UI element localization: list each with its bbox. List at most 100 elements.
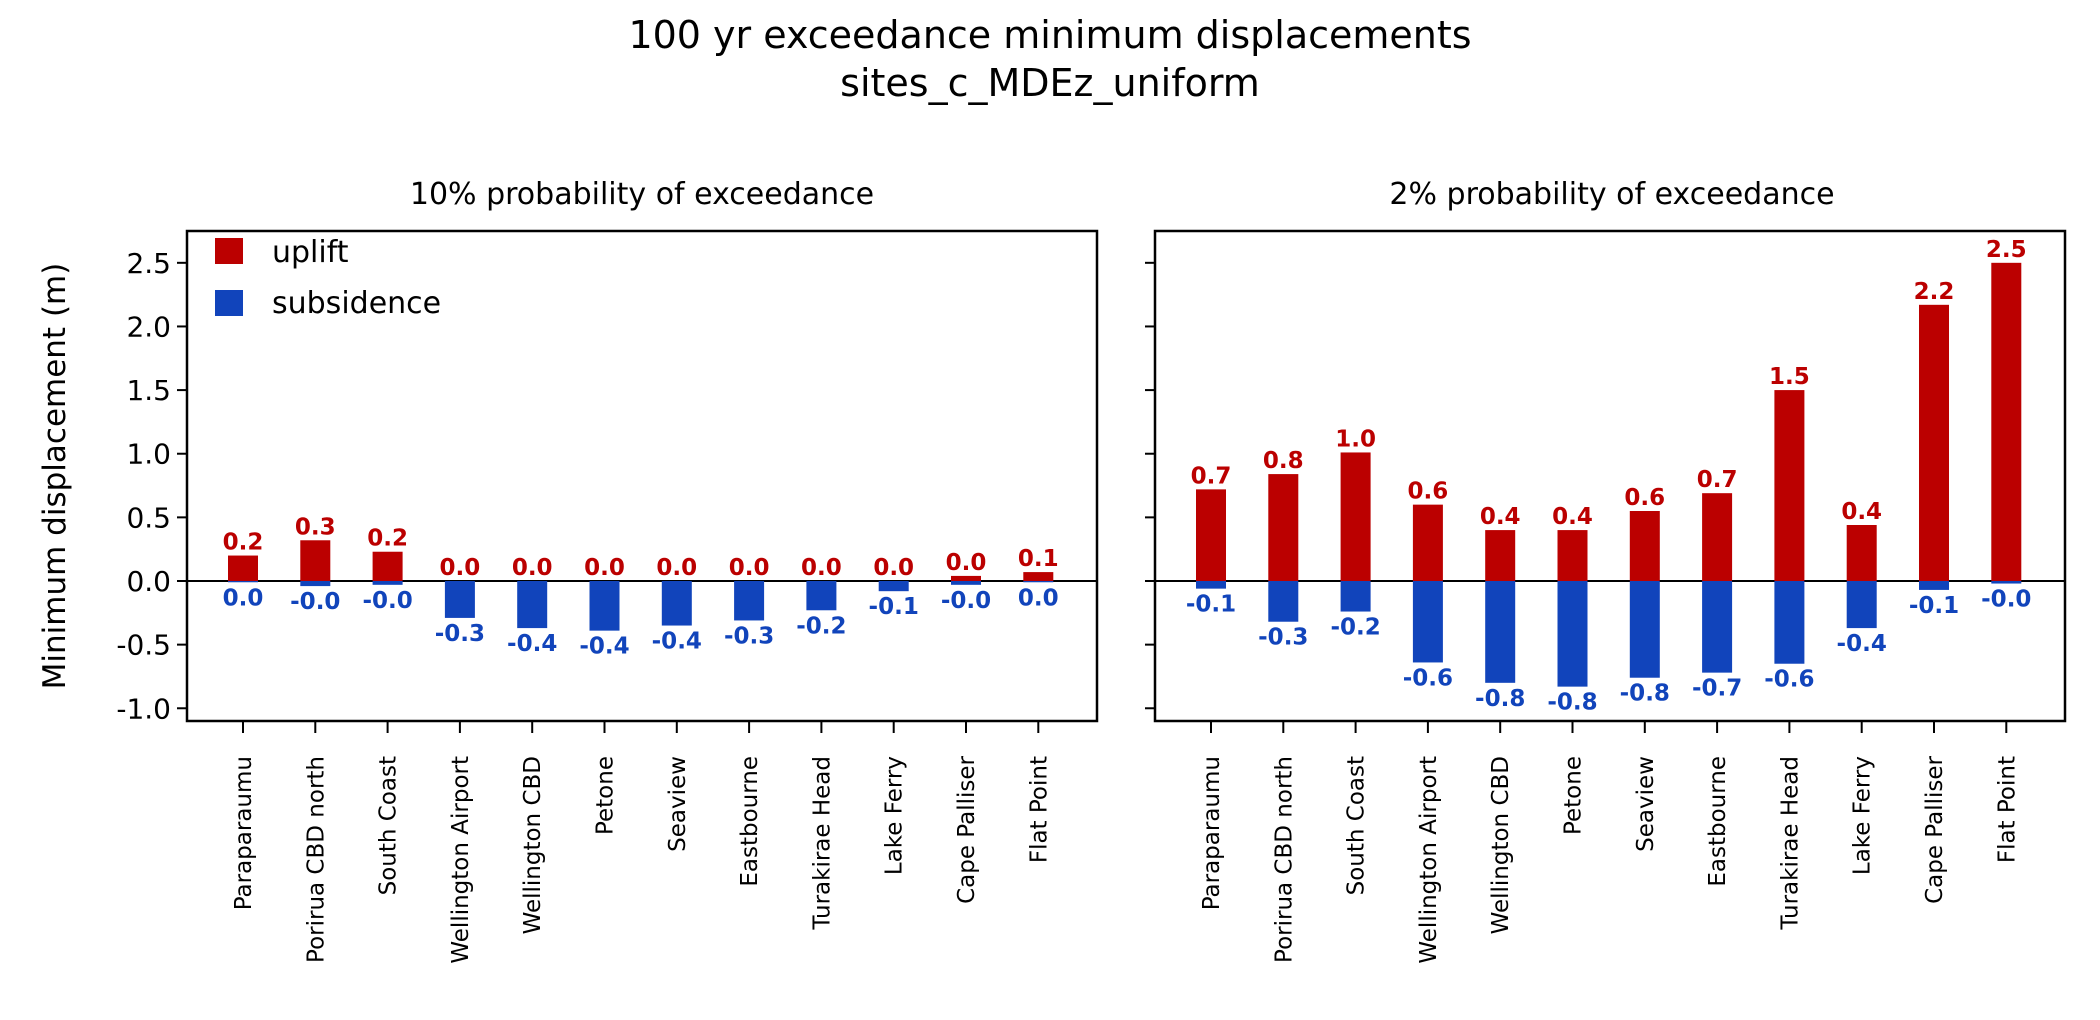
- uplift-label-8: 0.0: [801, 555, 842, 581]
- x-tick-label: Lake Ferry: [882, 756, 908, 875]
- subsidence-bar-4: [1485, 581, 1516, 683]
- uplift-label-11: 0.1: [1018, 546, 1059, 572]
- uplift-label-5: 0.0: [584, 555, 625, 581]
- subsidence-bar-7: [734, 581, 765, 621]
- uplift-label-2: 0.2: [367, 526, 408, 552]
- subsidence-label-0: -0.1: [1186, 592, 1236, 618]
- legend-swatch-uplift: [215, 238, 243, 264]
- legend-swatch-subsidence: [215, 290, 243, 316]
- legend-label-subsidence: subsidence: [272, 286, 441, 321]
- uplift-label-10: 0.0: [946, 550, 987, 576]
- uplift-bar-2: [1340, 452, 1371, 581]
- x-tick-label: Cape Palliser: [1922, 755, 1948, 903]
- uplift-bar-11: [1991, 262, 2022, 581]
- x-tick-label: Wellington Airport: [1416, 756, 1442, 964]
- x-tick-label: Paraparaumu: [1199, 756, 1225, 910]
- x-tick-label: Petone: [1561, 756, 1587, 835]
- subsidence-label-6: -0.8: [1620, 681, 1670, 707]
- subsidence-label-6: -0.4: [652, 629, 702, 655]
- subsidence-bar-8: [1774, 581, 1805, 664]
- x-tick-label: Cape Palliser: [954, 755, 980, 903]
- uplift-bar-0: [1196, 489, 1226, 581]
- uplift-label-8: 1.5: [1769, 364, 1810, 390]
- x-tick-label: Wellington CBD: [520, 756, 546, 934]
- x-tick-label: Seaview: [1633, 756, 1659, 852]
- x-tick-label: Flat Point: [1994, 756, 2020, 863]
- subsidence-label-3: -0.3: [435, 621, 485, 647]
- y-tick-label: 2.0: [126, 310, 171, 343]
- uplift-label-4: 0.0: [512, 555, 553, 581]
- panel-10-percent: 10% probability of exceedance 2.5 2.0 1.5 1…: [116, 177, 1099, 964]
- subsidence-label-8: -0.2: [796, 613, 846, 639]
- x-tick-label: South Coast: [376, 756, 402, 895]
- subsidence-label-7: -0.7: [1692, 676, 1742, 702]
- uplift-label-2: 1.0: [1335, 426, 1376, 452]
- subsidence-label-9: -0.1: [869, 594, 919, 620]
- panel-2-percent: 2% probability of exceedance 0.7 0.8 1.0 0.…: [1145, 177, 2067, 964]
- uplift-label-9: 0.0: [873, 555, 914, 581]
- uplift-label-5: 0.4: [1552, 504, 1593, 530]
- uplift-label-9: 0.4: [1841, 499, 1882, 525]
- legend: uplift subsidence: [215, 235, 441, 321]
- chart-subtitle: sites_c_MDEz_uniform: [840, 61, 1260, 105]
- subsidence-bar-5: [1557, 581, 1588, 687]
- uplift-label-0: 0.2: [223, 530, 264, 556]
- subsidence-bar-5: [589, 581, 620, 631]
- uplift-bar-10: [1919, 304, 1949, 581]
- uplift-label-3: 0.6: [1408, 479, 1449, 505]
- uplift-label-7: 0.0: [729, 555, 770, 581]
- uplift-label-3: 0.0: [440, 555, 481, 581]
- panel-title-10-percent: 10% probability of exceedance: [410, 177, 874, 212]
- uplift-bar-10: [951, 575, 981, 581]
- x-tick-label: Wellington Airport: [448, 756, 474, 964]
- subsidence-label-4: -0.4: [507, 631, 557, 657]
- uplift-label-4: 0.4: [1480, 504, 1521, 530]
- uplift-label-11: 2.5: [1986, 237, 2027, 263]
- panel-title-2-percent: 2% probability of exceedance: [1389, 177, 1834, 212]
- axes-frame: [1153, 229, 2067, 723]
- subsidence-bar-1: [1268, 581, 1299, 622]
- subsidence-bar-6: [661, 581, 692, 626]
- y-tick-label: 0.0: [126, 565, 171, 598]
- uplift-label-1: 0.3: [295, 514, 336, 540]
- subsidence-label-2: -0.0: [362, 588, 412, 614]
- x-tick-label: Seaview: [665, 756, 691, 852]
- subsidence-label-7: -0.3: [724, 623, 774, 649]
- subsidence-bar-7: [1702, 581, 1733, 673]
- subsidence-bar-10: [951, 581, 981, 585]
- uplift-bar-2: [372, 551, 403, 581]
- x-tick-label: Turakirae Head: [809, 756, 835, 931]
- subsidence-bar-6: [1629, 581, 1660, 678]
- uplift-label-6: 0.0: [656, 555, 697, 581]
- subsidence-label-5: -0.8: [1547, 690, 1597, 716]
- subsidence-bar-0: [228, 581, 258, 583]
- y-tick-label: 1.5: [126, 374, 171, 407]
- subsidence-label-8: -0.6: [1764, 667, 1814, 693]
- subsidence-label-11: 0.0: [1018, 585, 1059, 611]
- axes-frame: [185, 229, 1099, 723]
- uplift-bar-1: [1268, 474, 1299, 581]
- subsidence-bar-8: [806, 581, 837, 611]
- uplift-bar-9: [1846, 525, 1877, 581]
- uplift-bar-11: [1023, 572, 1054, 581]
- x-tick-label: Lake Ferry: [1850, 756, 1876, 875]
- subsidence-label-9: -0.4: [1837, 631, 1887, 657]
- subsidence-label-5: -0.4: [579, 634, 629, 660]
- subsidence-bar-4: [517, 581, 548, 629]
- subsidence-label-10: -0.0: [941, 588, 991, 614]
- uplift-bar-7: [1702, 493, 1733, 581]
- subsidence-bar-3: [1412, 581, 1443, 663]
- subsidence-bar-0: [1196, 581, 1226, 589]
- subsidence-label-4: -0.8: [1475, 686, 1525, 712]
- subsidence-bar-2: [372, 581, 403, 585]
- x-tick-label: Porirua CBD north: [1271, 756, 1297, 963]
- x-tick-label: Eastbourne: [737, 756, 763, 887]
- subsidence-label-11: -0.0: [1981, 587, 2031, 613]
- subsidence-label-2: -0.2: [1330, 615, 1380, 641]
- x-tick-label: Paraparaumu: [231, 756, 257, 910]
- subsidence-bar-3: [444, 581, 475, 618]
- y-tick-label: 1.0: [126, 438, 171, 471]
- subsidence-bar-11: [1023, 581, 1054, 583]
- legend-label-uplift: uplift: [272, 235, 349, 270]
